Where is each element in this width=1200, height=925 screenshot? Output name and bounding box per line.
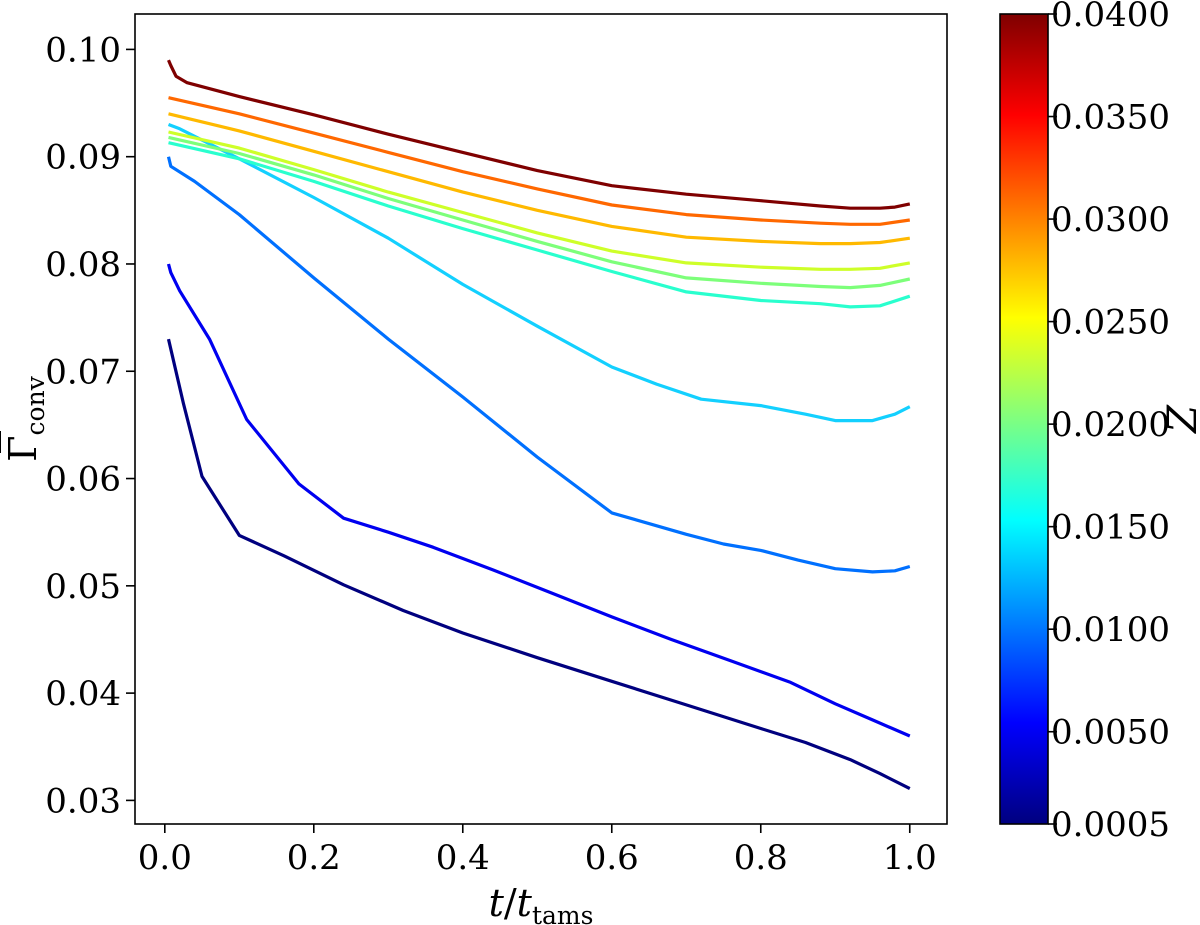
colorbar-tick-label: 0.0400: [1051, 0, 1170, 35]
colorbar-tick-label: 0.0050: [1051, 713, 1170, 753]
series-line-7: [168, 112, 911, 246]
colorbar-tick-label: 0.0150: [1051, 508, 1170, 548]
x-tick-label: 0.2: [287, 838, 341, 878]
colorbar-tick-label: 0.0350: [1051, 98, 1170, 138]
series-line-8: [168, 96, 911, 226]
x-axis: 0.0 0.2 0.4 0.6 0.8 1.0: [138, 824, 937, 878]
series-line-1: [166, 263, 911, 738]
series-line-5: [168, 135, 911, 290]
series-line-2: [166, 156, 911, 574]
colorbar-tick-label: 0.0100: [1051, 610, 1170, 650]
y-tick-label: 0.03: [45, 781, 121, 821]
colorbar-tick-label: 0.0200: [1051, 405, 1170, 445]
series-line-4: [168, 141, 911, 309]
x-tick-label: 0.6: [585, 838, 639, 878]
y-tick-label: 0.07: [45, 352, 121, 392]
svg-text:Γconv: Γconv: [1, 375, 50, 462]
series-layer: [166, 59, 911, 791]
y-tick-label: 0.04: [45, 674, 121, 714]
colorbar-tick-label: 0.0250: [1051, 303, 1170, 343]
colorbar: [999, 13, 1049, 825]
y-tick-label: 0.06: [45, 460, 121, 500]
y-tick-label: 0.08: [45, 245, 121, 285]
y-tick-label: 0.05: [45, 567, 121, 607]
x-tick-label: 0.0: [138, 838, 192, 878]
series-line-9: [167, 59, 911, 210]
x-tick-label: 0.4: [436, 838, 490, 878]
x-tick-label: 1.0: [883, 838, 937, 878]
series-line-3: [167, 123, 911, 423]
y-axis: 0.03 0.04 0.05 0.06 0.07 0.08 0.09 0.10: [45, 30, 135, 821]
colorbar-tick-label: 0.0005: [1051, 805, 1170, 845]
colorbar-label: Z: [1160, 404, 1200, 435]
series-line-6: [168, 130, 911, 271]
colorbar-tick-label: 0.0300: [1051, 200, 1170, 240]
y-tick-label: 0.10: [45, 30, 121, 70]
colorbar-ticks: 0.0005 0.0050 0.0100 0.0150 0.0200 0.0250 0.03…: [1048, 0, 1170, 845]
series-line-0: [166, 338, 911, 791]
x-tick-label: 0.8: [734, 838, 788, 878]
y-axis-label: Γconv: [0, 375, 50, 462]
x-axis-label: t/ttams: [489, 881, 594, 925]
plot-frame: [134, 13, 948, 825]
y-tick-label: 0.09: [45, 138, 121, 178]
